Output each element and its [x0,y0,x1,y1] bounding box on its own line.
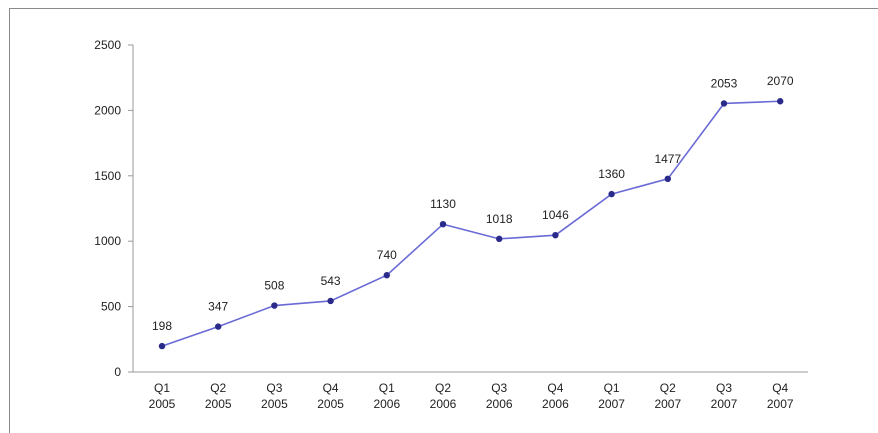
data-label: 508 [264,279,284,293]
x-tick-label: Q4 2006 [542,381,569,411]
data-label: 740 [377,248,397,262]
series-line-path [161,100,781,347]
data-point [720,100,728,107]
data-point [664,175,671,183]
x-tick-year: 2007 [598,397,625,411]
x-tick-quarter: Q4 [772,381,788,395]
x-tick-label: Q4 2007 [767,381,794,411]
data-label: 198 [152,319,172,333]
x-tick-year: 2007 [767,397,794,411]
data-point [777,98,784,105]
data-label: 1018 [486,212,513,226]
x-tick-year: 2005 [149,397,176,411]
x-tick-label: Q2 2007 [654,381,681,411]
y-tick-label: 1500 [94,169,121,183]
x-tick-label: Q4 2005 [317,381,344,411]
x-tick-quarter: Q4 [547,381,563,395]
x-tick-quarter: Q1 [379,381,395,395]
x-tick-year: 2007 [711,397,738,411]
data-label: 543 [321,274,341,288]
x-tick-quarter: Q3 [716,381,732,395]
data-label: 2053 [711,76,738,90]
x-tick-year: 2005 [205,397,232,411]
y-tick-label: 2000 [94,103,121,117]
series-line [158,98,784,350]
y-tick-label: 2500 [94,38,121,52]
data-point [496,235,503,243]
x-tick-label: Q1 2005 [149,381,176,411]
x-tick-label: Q2 2006 [430,381,457,411]
x-tick-quarter: Q3 [491,381,507,395]
x-tick-label: Q1 2007 [598,381,625,411]
data-label: 1130 [430,197,456,211]
data-label: 1360 [598,167,625,181]
data-label: 347 [208,300,228,314]
x-tick-quarter: Q4 [323,381,339,395]
x-tick-label: Q3 2007 [711,381,738,411]
x-tick-year: 2006 [373,397,400,411]
x-tick-quarter: Q2 [210,381,226,395]
x-tick-year: 2005 [317,397,344,411]
x-tick-quarter: Q3 [266,381,282,395]
x-tick-label: Q3 2005 [261,381,288,411]
data-point [271,302,278,309]
x-tick-label: Q2 2005 [205,381,232,411]
y-tick-label: 1000 [94,234,121,248]
x-tick-label: Q3 2006 [486,381,513,411]
y-axis: 0 500 1000 1500 2000 2500 [94,38,134,379]
x-tick-year: 2006 [542,397,569,411]
x-tick-year: 2006 [430,397,457,411]
data-point [327,297,334,305]
y-tick-label: 0 [114,365,121,379]
data-point [158,342,166,350]
data-point [552,231,559,239]
x-tick-label: Q1 2006 [373,381,400,411]
data-label: 1046 [542,208,569,222]
data-point [608,190,615,198]
chart-frame [9,8,878,433]
data-label: 2070 [767,74,794,88]
x-tick-quarter: Q2 [660,381,676,395]
data-point [439,220,447,228]
x-tick-quarter: Q1 [154,381,170,395]
x-tick-year: 2005 [261,397,288,411]
x-tick-quarter: Q2 [435,381,451,395]
data-labels: 198 347 508 543 740 1130 1018 1046 1360 1477 2053 2… [152,74,794,333]
x-axis: Q1 2005 Q2 2005 Q3 2005 Q4 2005 Q1 2006 Q2 2006 Q3 20… [133,371,808,411]
data-label: 1477 [654,152,681,166]
x-tick-year: 2007 [654,397,681,411]
x-tick-year: 2006 [486,397,513,411]
data-point [383,272,390,279]
y-tick-label: 500 [101,300,121,314]
data-point [215,323,222,330]
x-tick-quarter: Q1 [604,381,620,395]
